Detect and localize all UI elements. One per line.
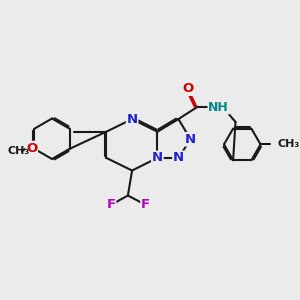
Text: N: N: [185, 133, 196, 146]
Text: O: O: [182, 82, 194, 95]
Text: F: F: [106, 198, 116, 211]
Text: N: N: [173, 152, 184, 164]
Text: F: F: [141, 198, 150, 211]
Text: CH₃: CH₃: [8, 146, 30, 156]
Text: O: O: [26, 142, 37, 154]
Text: N: N: [152, 152, 163, 164]
Text: CH₃: CH₃: [278, 140, 300, 149]
Text: N: N: [127, 112, 138, 126]
Text: NH: NH: [208, 101, 229, 114]
